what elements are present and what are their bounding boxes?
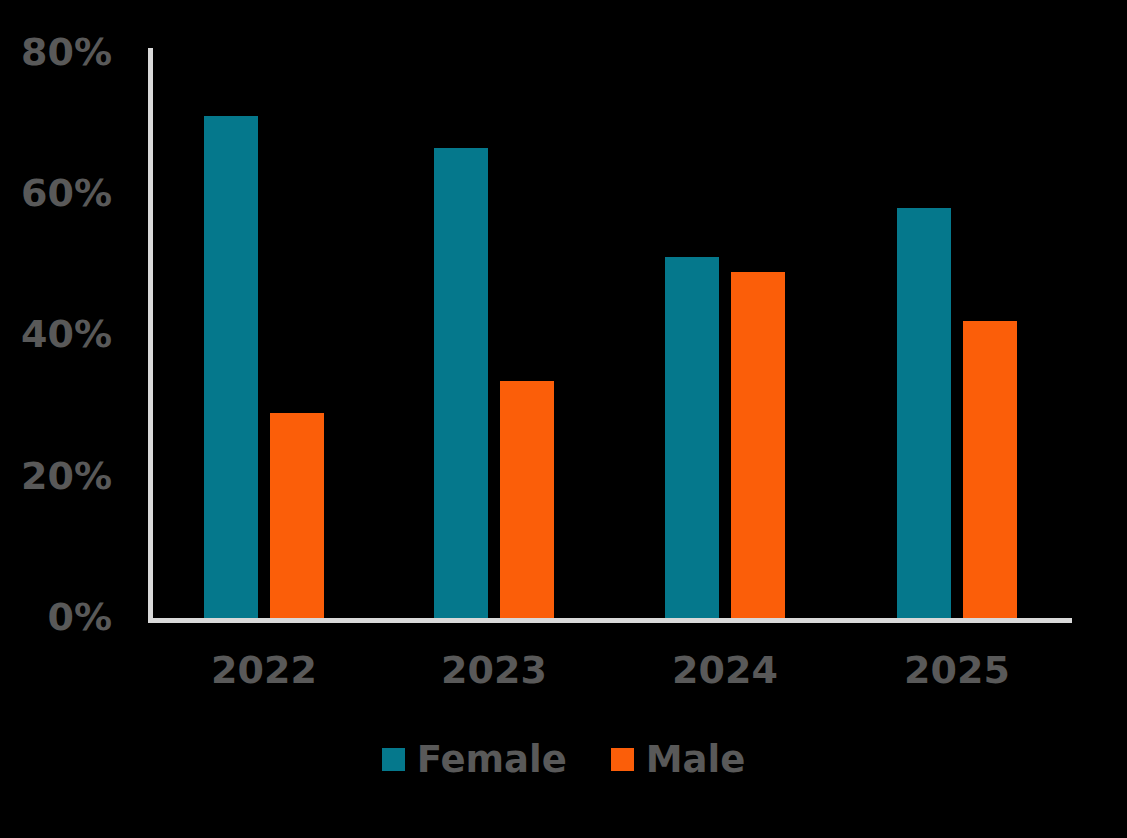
bar-female-2025 bbox=[897, 208, 951, 618]
x-axis-line bbox=[148, 618, 1072, 623]
bar-male-2022 bbox=[270, 413, 324, 618]
y-axis-tick-label-0: 0% bbox=[0, 595, 112, 639]
y-axis-tick-label-40: 40% bbox=[0, 312, 112, 356]
legend-label-female: Female bbox=[417, 738, 567, 781]
bar-male-2023 bbox=[500, 381, 554, 618]
bar-female-2022 bbox=[204, 116, 258, 618]
bar-chart: Female Male 0% 20% 40% 60% 80% 202220232024 202… bbox=[0, 0, 1127, 838]
legend-item-male: Male bbox=[611, 738, 746, 781]
legend-swatch-icon-female bbox=[382, 748, 405, 771]
legend-swatch-icon-male bbox=[611, 748, 634, 771]
y-axis-line bbox=[148, 48, 153, 623]
legend-label-male: Male bbox=[646, 738, 746, 781]
legend: Female Male bbox=[0, 738, 1127, 781]
x-axis-label-2024: 2024 bbox=[615, 648, 835, 692]
bar-female-2024 bbox=[665, 257, 719, 618]
legend-item-female: Female bbox=[382, 738, 567, 781]
bar-male-2025 bbox=[963, 321, 1017, 618]
y-axis-tick-label-60: 60% bbox=[0, 171, 112, 215]
y-axis-tick-label-80: 80% bbox=[0, 30, 112, 74]
x-axis-label-2022: 2022 bbox=[154, 648, 374, 692]
x-axis-label-2023: 2023 bbox=[384, 648, 604, 692]
bar-male-2024 bbox=[731, 272, 785, 618]
bar-female-2023 bbox=[434, 148, 488, 618]
x-axis-label-2025: 2025 bbox=[847, 648, 1067, 692]
y-axis-tick-label-20: 20% bbox=[0, 454, 112, 498]
